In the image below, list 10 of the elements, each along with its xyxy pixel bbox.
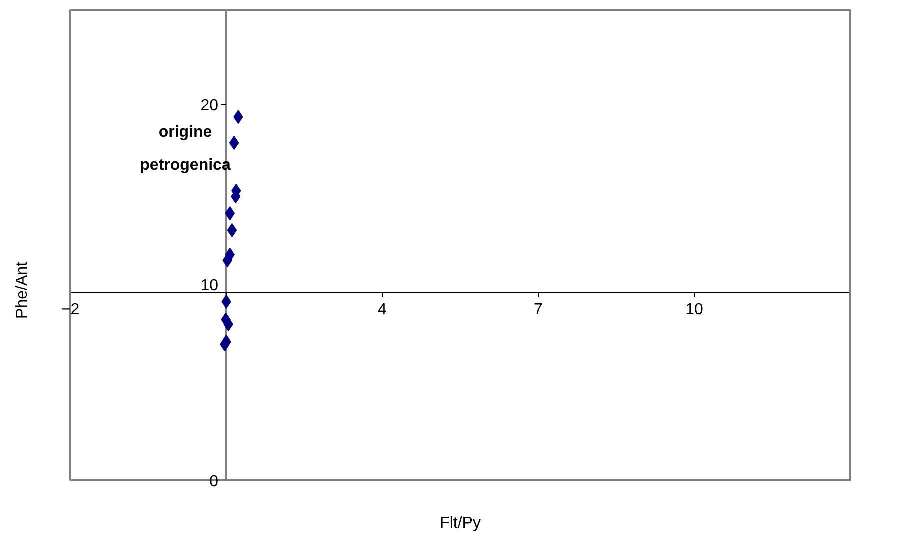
y-tick-label: 10 <box>200 278 219 294</box>
x-tick-label: −2 <box>61 302 80 318</box>
x-tick-label: 10 <box>686 302 704 318</box>
y-axis-title: Phe/Ant <box>14 261 31 319</box>
x-tick-label: 4 <box>378 302 388 318</box>
y-tick-label: 0 <box>210 474 219 490</box>
x-tick-label: 7 <box>534 302 544 318</box>
y-tick-label: 20 <box>200 98 219 114</box>
annotation: origine petrogenica <box>140 124 231 174</box>
x-axis-title: Flt/Py <box>440 515 481 532</box>
